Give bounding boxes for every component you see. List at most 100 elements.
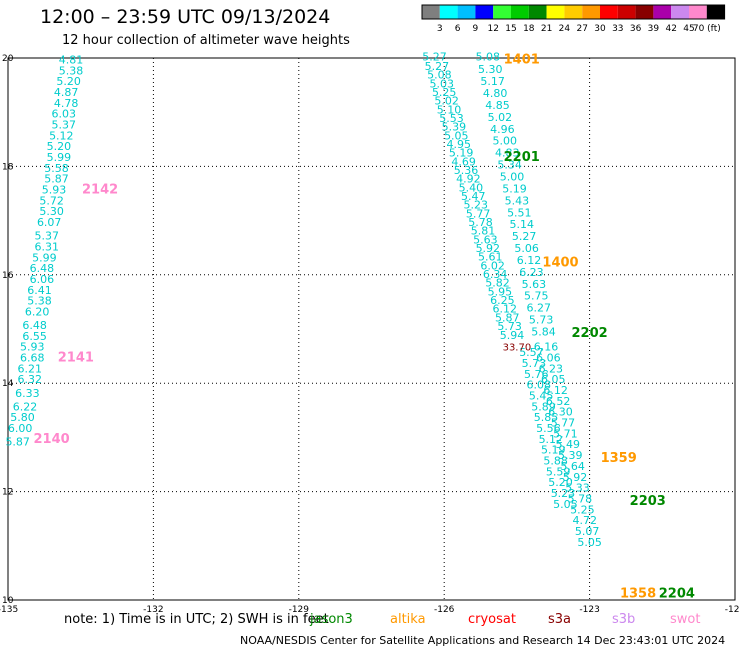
colorbar-swatch: [422, 5, 440, 19]
wave-height-point: 5.93: [42, 184, 67, 197]
wave-height-point: 5.77: [466, 207, 491, 220]
legend-altika: altika: [390, 612, 426, 627]
legend-cryosat: cryosat: [468, 612, 516, 627]
wave-height-point: 5.20: [56, 75, 81, 88]
colorbar-swatch: [457, 5, 476, 19]
wave-height-point: 5.99: [47, 151, 72, 164]
wave-height-point: 5.25: [570, 503, 595, 516]
x-tick-label: -132: [143, 605, 163, 615]
colorbar-swatch: [671, 5, 689, 19]
wave-height-point: 6.16: [534, 341, 559, 354]
pass-label: 2204: [659, 586, 695, 601]
x-tick-label: -123: [579, 605, 599, 615]
page-title: 12:00 – 23:59 UTC 09/13/2024: [40, 6, 331, 28]
wave-height-point: 5.30: [478, 63, 503, 76]
wave-height-point: 6.12: [543, 384, 568, 397]
wave-height-point: 5.03: [430, 77, 455, 90]
wave-height-point: 6.55: [22, 330, 47, 343]
wave-height-point: 5.53: [439, 112, 464, 125]
wave-height-point: 6.32: [18, 373, 43, 386]
wave-height-point: 5.05: [577, 536, 602, 549]
wave-height-point: 5.88: [543, 455, 568, 468]
wave-height-point: 4.80: [483, 87, 508, 100]
wave-height-point: 5.61: [478, 251, 503, 264]
plot-frame: [7, 57, 736, 601]
legend-swot: swot: [670, 612, 701, 627]
colorbar-label: 30: [594, 24, 606, 34]
colorbar-label: 21: [541, 24, 552, 34]
wave-height-point: 4.96: [490, 123, 515, 136]
colorbar-swatch: [582, 5, 600, 19]
wave-height-point: 5.19: [502, 182, 527, 195]
wave-height-point: 6.68: [20, 352, 45, 365]
y-tick-label: 16: [2, 271, 14, 281]
wave-height-point: 6.34: [483, 268, 508, 281]
wave-height-point: 5.56: [536, 422, 561, 435]
wave-height-point: 5.23: [551, 487, 576, 500]
wave-height-point: 4.69: [451, 155, 476, 168]
wave-height-point: 5.81: [471, 225, 496, 238]
wave-height-point: 5.63: [473, 233, 498, 246]
colorbar-label: 15: [505, 24, 516, 34]
page-subtitle: 12 hour collection of altimeter wave hei…: [62, 33, 350, 48]
wave-height-point: 4.92: [456, 173, 481, 186]
wave-height-point: 5.02: [434, 95, 459, 108]
wave-height-point: 5.27: [512, 230, 537, 243]
wave-height-point: 5.59: [546, 465, 571, 478]
pass-label: 2140: [34, 432, 70, 447]
colorbar-swatch: [689, 5, 707, 19]
wave-height-point: 5.73: [522, 357, 547, 370]
pass-label: 2202: [572, 326, 608, 341]
wave-height-point: 6.41: [27, 284, 52, 297]
wave-height-point: 5.76: [524, 368, 549, 381]
wave-height-point: 5.30: [39, 205, 64, 218]
wave-height-point: 5.87: [44, 173, 69, 186]
wave-height-point: 6.12: [517, 254, 542, 267]
pass-label: 2201: [504, 150, 540, 165]
wave-height-point: 5.34: [497, 159, 522, 172]
wave-height-point: 6.02: [480, 259, 505, 272]
wave-height-point: 5.06: [514, 242, 539, 255]
wave-height-point: 6.12: [493, 303, 518, 316]
y-tick-label: 14: [2, 379, 14, 389]
wave-height-point: 5.95: [488, 285, 513, 298]
colorbar-label: 33: [612, 24, 623, 34]
wave-height-point: 6.30: [548, 406, 573, 419]
colorbar-label: 18: [523, 24, 535, 34]
wave-height-point: 5.19: [541, 444, 566, 457]
wave-height-point: 6.48: [30, 262, 55, 275]
wave-height-point: 5.12: [539, 433, 564, 446]
wave-height-point: 5.87: [5, 436, 30, 449]
colorbar-swatch: [706, 5, 725, 19]
wave-height-point: 5.75: [524, 290, 549, 303]
wave-height-point: 5.19: [449, 147, 474, 160]
wave-height-point: 6.06: [30, 273, 55, 286]
pass-label: 2203: [630, 494, 666, 509]
colorbar-swatch: [546, 5, 565, 19]
wave-height-point: 5.27: [425, 60, 450, 73]
legend-s3a: s3a: [548, 612, 572, 627]
wave-height-point: 5.02: [488, 111, 513, 124]
wave-height-point: 5.37: [35, 230, 60, 243]
wave-height-point: 6.23: [539, 362, 564, 375]
wave-height-point: 5.20: [548, 476, 573, 489]
colorbar-swatch: [617, 5, 636, 19]
colorbar-label: 70 (ft): [693, 24, 721, 34]
wave-height-point: 5.78: [568, 492, 593, 505]
note-text: note: 1) Time is in UTC; 2) SWH is in fe…: [64, 612, 329, 627]
wave-height-point: 5.05: [444, 129, 469, 142]
pass-label: 1359: [601, 451, 637, 466]
wave-height-point: 5.27: [422, 51, 447, 64]
wave-height-point: 5.92: [563, 471, 588, 484]
legend-jason3: jason3: [310, 612, 353, 627]
wave-height-point: 5.72: [39, 194, 64, 207]
wave-height-point: 4.81: [59, 53, 84, 66]
wave-height-point: 5.58: [44, 162, 69, 175]
wave-height-point: 6.00: [8, 422, 33, 435]
wave-height-point: 5.51: [507, 206, 532, 219]
pass-label: 2141: [58, 351, 94, 366]
x-tick-label: -126: [434, 605, 455, 615]
wave-height-point: 5.87: [495, 311, 520, 324]
